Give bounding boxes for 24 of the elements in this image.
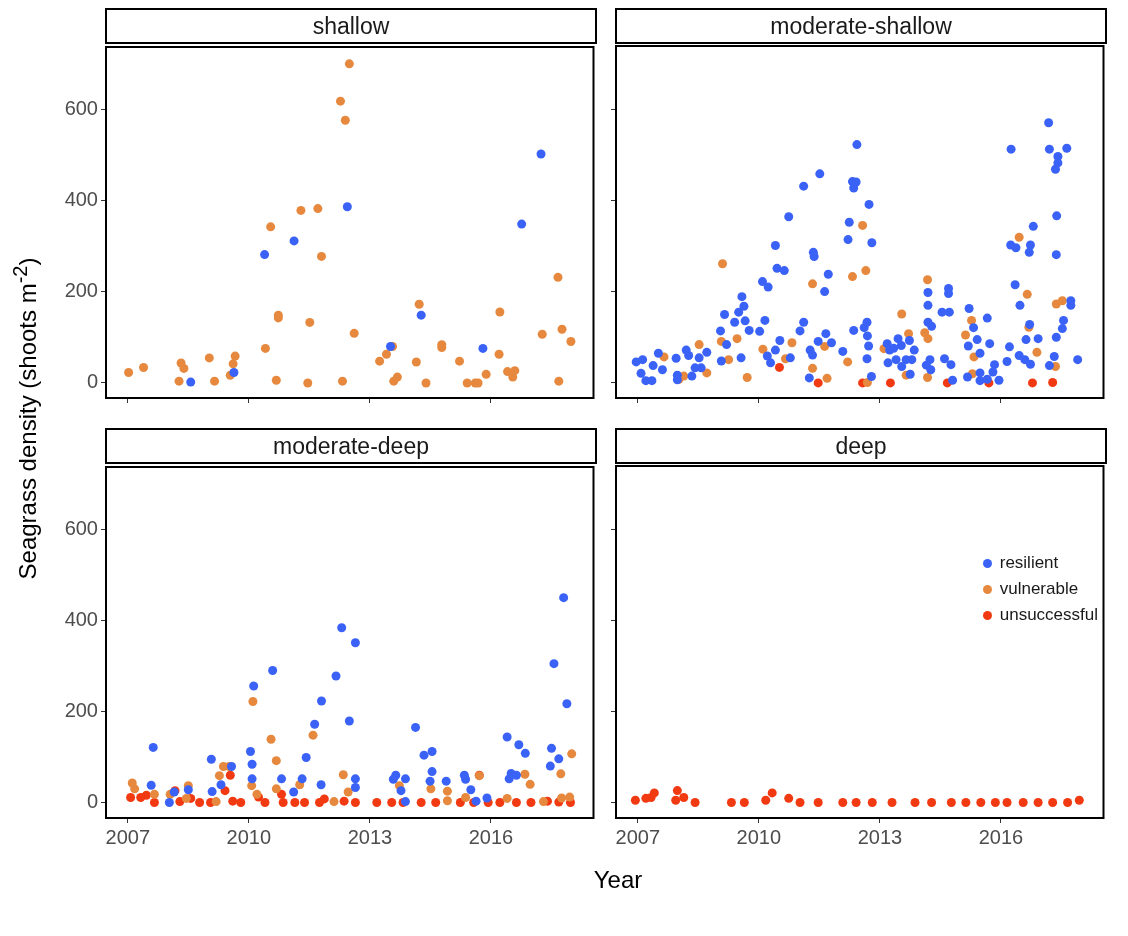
x-tick-label: 2016 xyxy=(468,825,514,848)
x-tick-label: 2007 xyxy=(105,825,151,848)
x-tick-label: 2013 xyxy=(347,825,393,848)
y-tick-label: 600 xyxy=(64,517,98,540)
x-tick-label: 2010 xyxy=(736,825,782,848)
chart-title: moderate-deep xyxy=(105,428,597,464)
x-tick-label: 2013 xyxy=(857,825,903,848)
x-axis-title: Year xyxy=(592,866,644,894)
legend-label: resilient xyxy=(999,553,1059,573)
y-tick-label: 0 xyxy=(86,370,98,393)
x-tick-label: 2016 xyxy=(978,825,1024,848)
chart-title: deep xyxy=(615,428,1107,464)
chart-title: moderate-shallow xyxy=(615,8,1107,44)
y-tick-label: 400 xyxy=(64,608,98,631)
x-tick-label: 2010 xyxy=(226,825,272,848)
x-tick-label: 2007 xyxy=(615,825,661,848)
y-tick-label: 600 xyxy=(64,97,98,120)
legend-label: unsuccessful xyxy=(999,605,1098,625)
y-tick-label: 200 xyxy=(64,699,98,722)
y-tick-label: 200 xyxy=(64,279,98,302)
y-tick-label: 0 xyxy=(86,790,98,813)
legend-label: vulnerable xyxy=(999,579,1079,599)
y-tick-label: 400 xyxy=(64,188,98,211)
chart-title: shallow xyxy=(105,8,597,44)
